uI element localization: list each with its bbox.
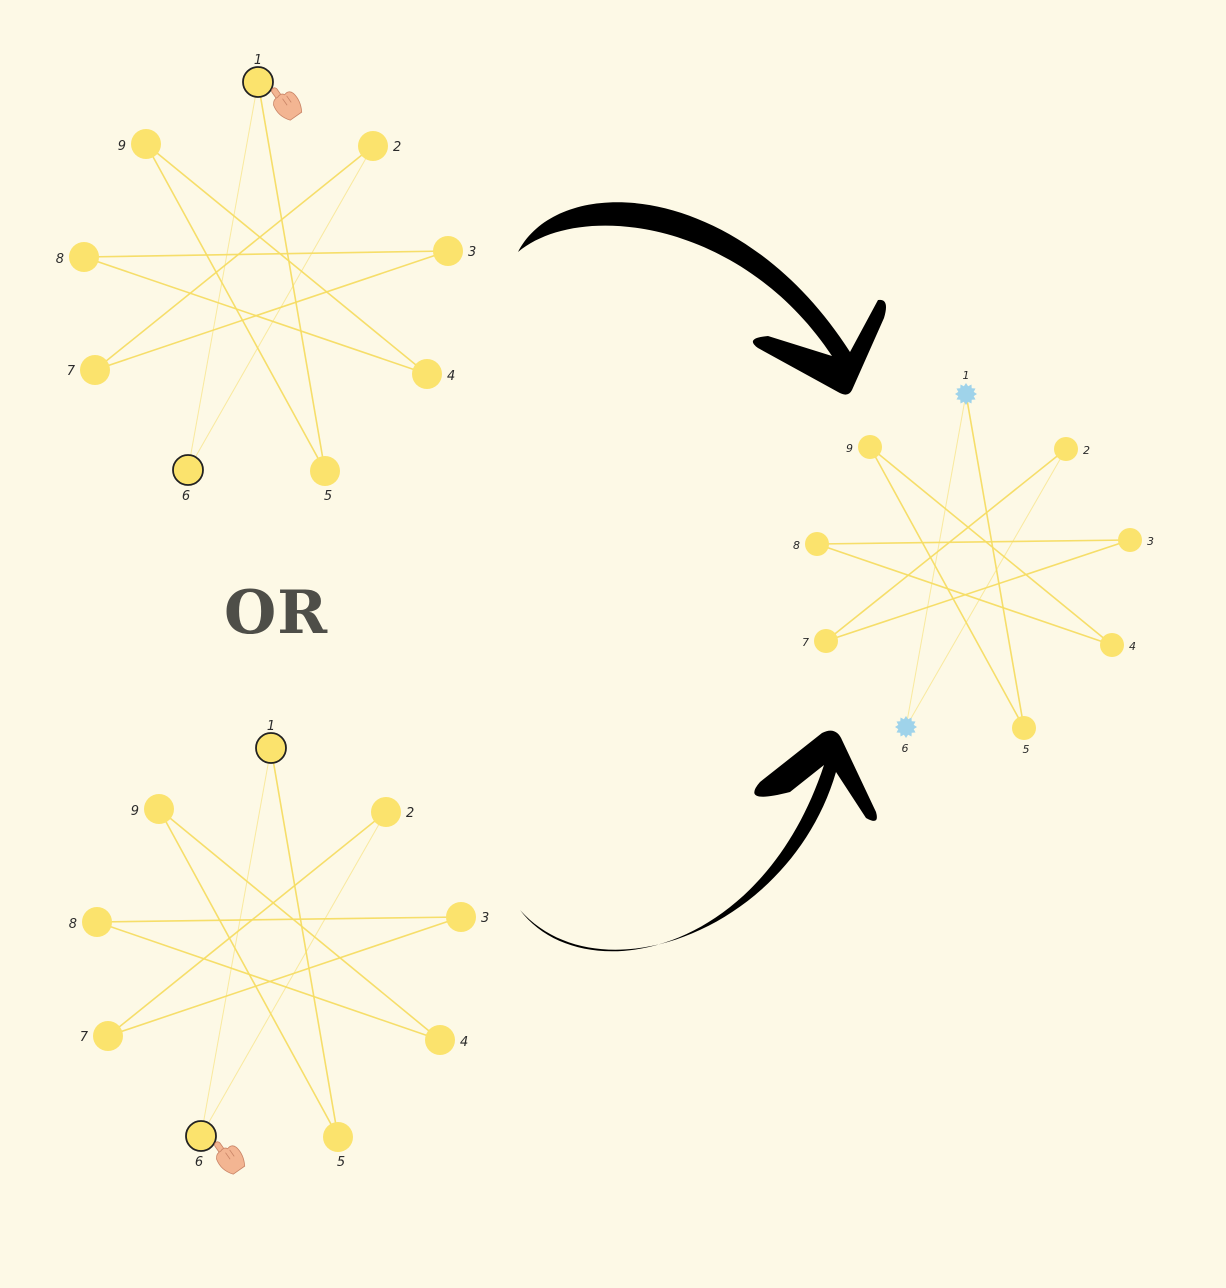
node-label-2: 2 (406, 806, 414, 821)
node-label-1: 1 (267, 719, 275, 734)
node-label-9: 9 (846, 442, 853, 455)
node-5[interactable] (1012, 716, 1036, 740)
graph-top-left: 1 2 3 4 5 6 7 8 9 (56, 53, 477, 504)
node-5[interactable] (323, 1122, 353, 1152)
node-1[interactable] (255, 732, 287, 764)
tap-hand-icon (214, 1141, 246, 1175)
node-5[interactable] (310, 456, 340, 486)
node-label-8: 8 (56, 252, 64, 267)
node-label-1: 1 (963, 369, 970, 382)
edge-3-7 (107, 916, 462, 1037)
edge-4-8 (83, 256, 428, 375)
node-3[interactable] (433, 236, 463, 266)
node-label-4: 4 (1129, 640, 1136, 653)
edge-2-7 (94, 145, 374, 371)
edge-5-9 (869, 446, 1025, 729)
node-9[interactable] (858, 435, 882, 459)
edge-4-8 (96, 921, 441, 1041)
node-7[interactable] (80, 355, 110, 385)
edge-2-7 (825, 448, 1067, 642)
edge-4-9 (158, 808, 441, 1041)
node-label-6: 6 (195, 1155, 203, 1170)
node-label-7: 7 (80, 1030, 89, 1045)
node-label-9: 9 (118, 139, 126, 154)
node-label-7: 7 (67, 364, 76, 379)
node-label-5: 5 (1023, 743, 1030, 756)
edge-3-7 (825, 539, 1131, 642)
edge-4-9 (869, 446, 1113, 646)
node-3[interactable] (446, 902, 476, 932)
node-3[interactable] (1118, 528, 1142, 552)
edge-1-6 (200, 747, 272, 1137)
node-label-8: 8 (793, 539, 800, 552)
node-6[interactable] (172, 454, 204, 486)
edge-3-8 (96, 916, 462, 923)
curved-arrow-bottom-icon (520, 730, 877, 952)
edge-1-5 (270, 747, 339, 1138)
node-1[interactable] (242, 66, 274, 98)
or-separator: OR (224, 578, 329, 648)
curved-arrow-top-icon (518, 202, 886, 395)
node-2[interactable] (358, 131, 388, 161)
node-label-5: 5 (337, 1155, 345, 1170)
tap-hand-icon (271, 87, 303, 121)
graph-result: 1 2 3 4 5 6 7 8 9 (793, 369, 1154, 756)
node-4[interactable] (1100, 633, 1124, 657)
node-label-8: 8 (69, 917, 77, 932)
node-label-6: 6 (182, 489, 190, 504)
node-6-star[interactable] (895, 716, 917, 738)
edge-5-9 (158, 808, 339, 1138)
node-2[interactable] (371, 797, 401, 827)
node-4[interactable] (412, 359, 442, 389)
node-label-3: 3 (468, 245, 476, 260)
node-4[interactable] (425, 1025, 455, 1055)
node-2[interactable] (1054, 437, 1078, 461)
node-label-2: 2 (393, 140, 401, 155)
node-label-7: 7 (802, 636, 809, 649)
edge-3-8 (816, 539, 1131, 545)
node-9[interactable] (131, 129, 161, 159)
node-label-6: 6 (902, 742, 909, 755)
node-label-4: 4 (460, 1035, 468, 1050)
node-8[interactable] (82, 907, 112, 937)
edge-1-5 (965, 393, 1025, 729)
edge-1-6 (187, 81, 259, 471)
node-1-star[interactable] (955, 383, 977, 405)
node-label-5: 5 (324, 489, 332, 504)
node-8[interactable] (805, 532, 829, 556)
edge-1-5 (257, 81, 326, 472)
graph-bottom-left: 1 2 3 4 5 6 7 8 9 (69, 719, 489, 1175)
node-8[interactable] (69, 242, 99, 272)
node-label-1: 1 (254, 53, 262, 68)
node-7[interactable] (93, 1021, 123, 1051)
node-9[interactable] (144, 794, 174, 824)
node-label-3: 3 (1147, 535, 1154, 548)
edge-3-8 (83, 250, 449, 258)
edge-4-9 (145, 143, 428, 375)
edge-3-7 (94, 250, 449, 371)
edge-5-9 (145, 143, 326, 472)
node-label-4: 4 (447, 369, 455, 384)
edge-4-8 (816, 543, 1113, 646)
node-6[interactable] (185, 1120, 217, 1152)
node-7[interactable] (814, 629, 838, 653)
node-label-3: 3 (481, 911, 489, 926)
edge-1-6 (905, 393, 967, 728)
edge-2-7 (107, 811, 387, 1037)
node-label-2: 2 (1083, 444, 1090, 457)
node-label-9: 9 (131, 804, 139, 819)
